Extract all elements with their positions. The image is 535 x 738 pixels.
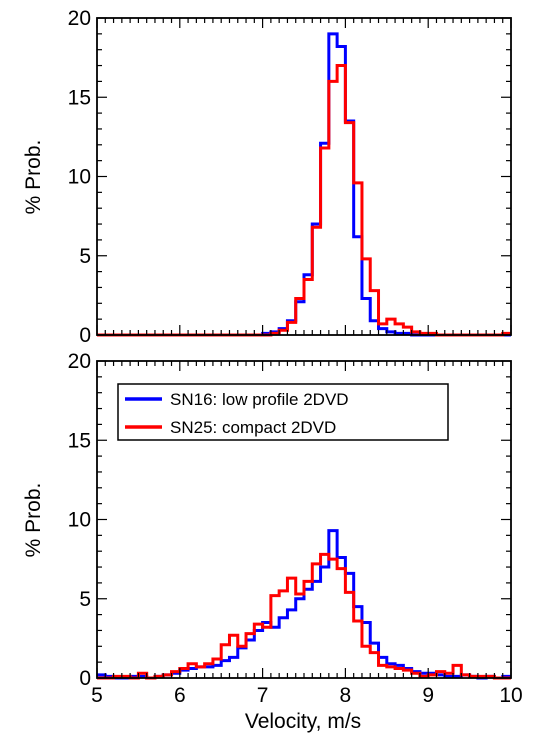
x-tick-label: 7 (257, 684, 269, 707)
series-line-sn16 (97, 529, 511, 680)
y-axis-title: % Prob. (22, 140, 45, 215)
x-tick-label: 5 (91, 684, 103, 707)
x-tick-label: 8 (340, 684, 352, 707)
series-group (97, 529, 511, 680)
y-tick-label: 15 (68, 86, 91, 109)
y-tick-label: 5 (79, 245, 91, 268)
legend-label-sn16: SN16: low profile 2DVD (170, 390, 349, 409)
y-tick-label: 0 (79, 667, 91, 690)
y-tick-label: 0 (79, 324, 91, 347)
y-tick-label: 10 (68, 166, 91, 189)
legend: SN16: low profile 2DVD SN25: compact 2DV… (117, 383, 449, 441)
legend-box (117, 383, 449, 441)
y-tick-label: 10 (68, 509, 91, 532)
y-tick-label: 20 (68, 350, 91, 373)
series-group (97, 32, 511, 337)
x-axis-title: Velocity, m/s (245, 710, 361, 733)
y-tick-label: 15 (68, 429, 91, 452)
tick-marks (96, 360, 512, 679)
x-tick-label: 6 (174, 684, 186, 707)
legend-label-sn25: SN25: compact 2DVD (170, 418, 336, 437)
series-line-sn25 (97, 64, 511, 337)
y-tick-label: 20 (68, 7, 91, 30)
panel-top: % Prob. 0 5 10 15 20 (22, 7, 512, 347)
y-axis-title: % Prob. (22, 483, 45, 558)
x-tick-label: 9 (422, 684, 434, 707)
x-tick-label: 10 (499, 684, 522, 707)
series-line-sn25 (97, 552, 511, 680)
y-tick-label: 5 (79, 588, 91, 611)
tick-marks (96, 17, 512, 336)
